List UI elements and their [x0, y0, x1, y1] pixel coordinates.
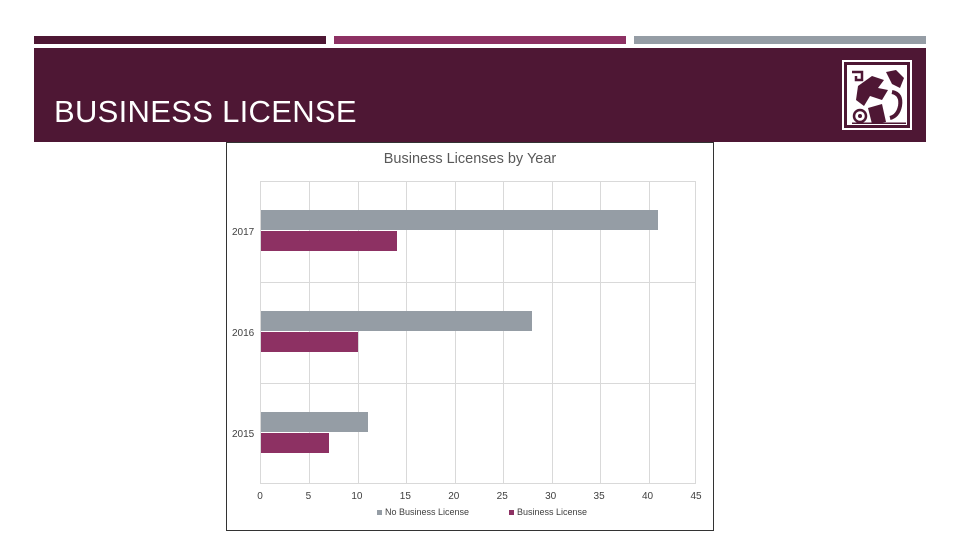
legend-label: Business License	[517, 507, 588, 517]
slide-title: BUSINESS LICENSE	[54, 94, 357, 129]
x-tick-label: 0	[257, 491, 263, 502]
x-tick-label: 25	[496, 491, 508, 502]
bar-2015-no-license	[261, 412, 368, 432]
y-label-2016: 2016	[232, 328, 255, 339]
legend-swatch	[509, 509, 514, 515]
gridline-v	[454, 182, 456, 483]
x-tick-label: 15	[399, 491, 411, 502]
legend-item-no-license: No Business License	[377, 507, 469, 517]
gridline-h	[261, 383, 695, 384]
x-tick-label: 45	[690, 491, 702, 502]
accent-stripe-2	[334, 36, 626, 44]
x-tick-label: 30	[545, 491, 557, 502]
y-label-2017: 2017	[232, 227, 255, 238]
bar-2017-license	[261, 231, 397, 251]
plot-area	[260, 181, 696, 484]
chart-title: Business Licenses by Year	[383, 151, 557, 167]
bar-2016-license	[261, 332, 358, 352]
accent-stripe-3	[634, 36, 926, 44]
y-label-2015: 2015	[232, 429, 255, 440]
gridline-h	[261, 282, 695, 283]
gridline-v	[600, 182, 602, 483]
legend-item-license: Business License	[509, 507, 587, 517]
x-tick-label: 20	[448, 491, 460, 502]
slide-header: BUSINESS LICENSE	[34, 48, 926, 142]
bar-chart: Business Licenses by Year 2017 2016 2015…	[226, 142, 714, 531]
gridline-v	[503, 182, 505, 483]
x-tick-label: 40	[641, 491, 654, 502]
x-tick-label: 5	[305, 491, 312, 502]
gridline-v	[551, 182, 553, 483]
x-tick-label: 10	[351, 491, 363, 502]
bar-2016-no-license	[261, 311, 533, 331]
accent-stripe-1	[34, 36, 326, 44]
gridline-v	[406, 182, 408, 483]
bar-2015-license	[261, 433, 329, 453]
bar-2017-no-license	[261, 210, 659, 230]
legend-label: No Business License	[385, 507, 470, 517]
decorative-tribal-logo-icon	[842, 60, 912, 130]
gridline-v	[357, 182, 359, 483]
legend-swatch	[377, 509, 382, 515]
x-tick-label: 35	[593, 491, 605, 502]
gridline-v	[648, 182, 650, 483]
